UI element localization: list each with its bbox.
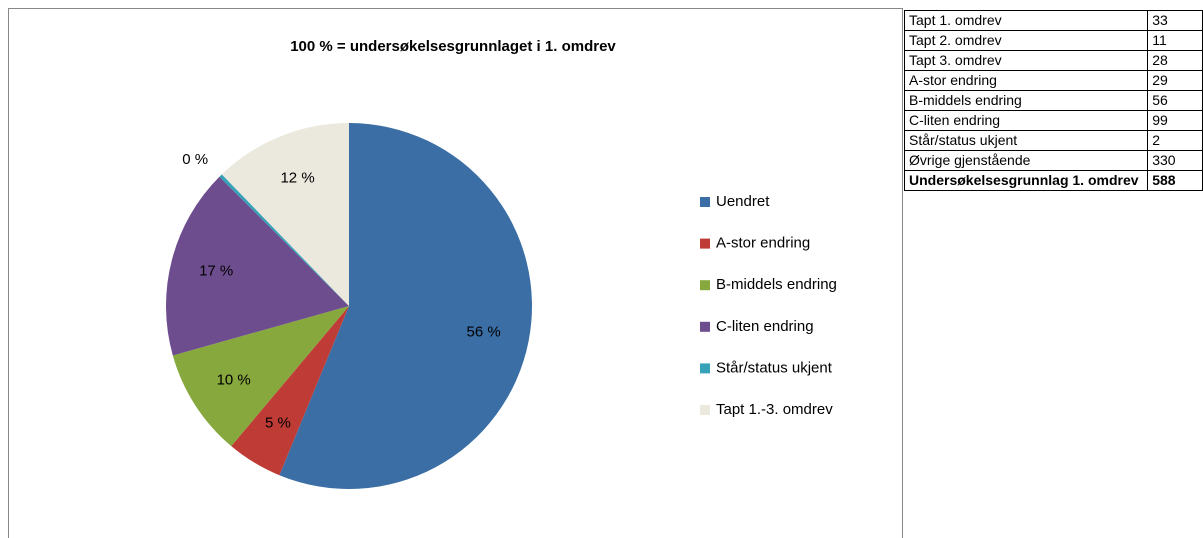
pie-slice bbox=[221, 123, 349, 306]
legend-label: Uendret bbox=[716, 193, 770, 210]
row-label: A-stor endring bbox=[903, 70, 1149, 91]
table-row: Står/status ukjent 2 bbox=[903, 130, 1203, 151]
pie-slice bbox=[219, 174, 349, 306]
row-value: 11 bbox=[1147, 30, 1203, 51]
pie-slice bbox=[231, 306, 349, 476]
table-row: Tapt 3. omdrev 28 bbox=[903, 50, 1203, 71]
table-row: B-middels endring 56 bbox=[903, 90, 1203, 111]
row-value: 28 bbox=[1147, 50, 1203, 71]
row-label: C-liten endring bbox=[903, 110, 1149, 131]
legend-swatch bbox=[700, 321, 710, 332]
row-value: 588 bbox=[1147, 170, 1203, 191]
chart-title: 100 % = undersøkelsesgrunnlaget i 1. omd… bbox=[290, 38, 616, 55]
legend-label: Står/status ukjent bbox=[716, 359, 833, 376]
row-value: 29 bbox=[1147, 70, 1203, 91]
table-row: Tapt 1. omdrev 33 bbox=[903, 10, 1203, 31]
slice-label: 17 % bbox=[199, 262, 233, 279]
table-row: Øvrige gjenstående 330 bbox=[903, 150, 1203, 171]
row-label: Står/status ukjent bbox=[903, 130, 1149, 151]
slice-label: 12 % bbox=[280, 170, 314, 187]
pie-slice bbox=[279, 123, 532, 489]
row-value: 99 bbox=[1147, 110, 1203, 131]
slice-label: 10 % bbox=[217, 371, 251, 388]
table-row: A-stor endring 29 bbox=[903, 70, 1203, 91]
row-label: Tapt 3. omdrev bbox=[903, 50, 1149, 71]
legend-swatch bbox=[700, 405, 710, 415]
table-row: Undersøkelsesgrunnlag 1. omdrev 588 bbox=[903, 170, 1203, 191]
slice-label: 0 % bbox=[182, 151, 208, 168]
pie-slice bbox=[165, 176, 349, 356]
legend-label: Tapt 1.-3. omdrev bbox=[716, 401, 833, 418]
legend-label: C-liten endring bbox=[716, 318, 814, 335]
row-label: Øvrige gjenstående bbox=[903, 150, 1149, 171]
row-value: 330 bbox=[1147, 150, 1203, 171]
legend-swatch bbox=[700, 238, 710, 249]
row-label: Tapt 2. omdrev bbox=[903, 30, 1149, 51]
table-row: Tapt 2. omdrev 11 bbox=[903, 30, 1203, 51]
row-label: Tapt 1. omdrev bbox=[903, 10, 1149, 31]
slice-label: 56 % bbox=[467, 324, 501, 341]
table-row: C-liten endring 99 bbox=[903, 110, 1203, 131]
row-value: 2 bbox=[1147, 130, 1203, 151]
legend-swatch bbox=[700, 197, 710, 207]
chart: 100 % = undersøkelsesgrunnlaget i 1. omd… bbox=[8, 8, 903, 538]
row-value: 56 bbox=[1147, 90, 1203, 111]
slice-label: 5 % bbox=[265, 414, 291, 431]
pie-slice bbox=[172, 306, 349, 447]
data-table: Tapt 1. omdrev 33 Tapt 2. omdrev 11 Tapt 3. … bbox=[903, 10, 1203, 191]
row-value: 33 bbox=[1147, 10, 1203, 31]
legend-label: A-stor endring bbox=[716, 235, 810, 252]
row-label: B-middels endring bbox=[903, 90, 1149, 111]
legend-label: B-middels endring bbox=[716, 276, 837, 293]
legend-swatch bbox=[700, 363, 710, 374]
legend-swatch bbox=[700, 280, 710, 291]
row-label: Undersøkelsesgrunnlag 1. omdrev bbox=[903, 170, 1149, 191]
